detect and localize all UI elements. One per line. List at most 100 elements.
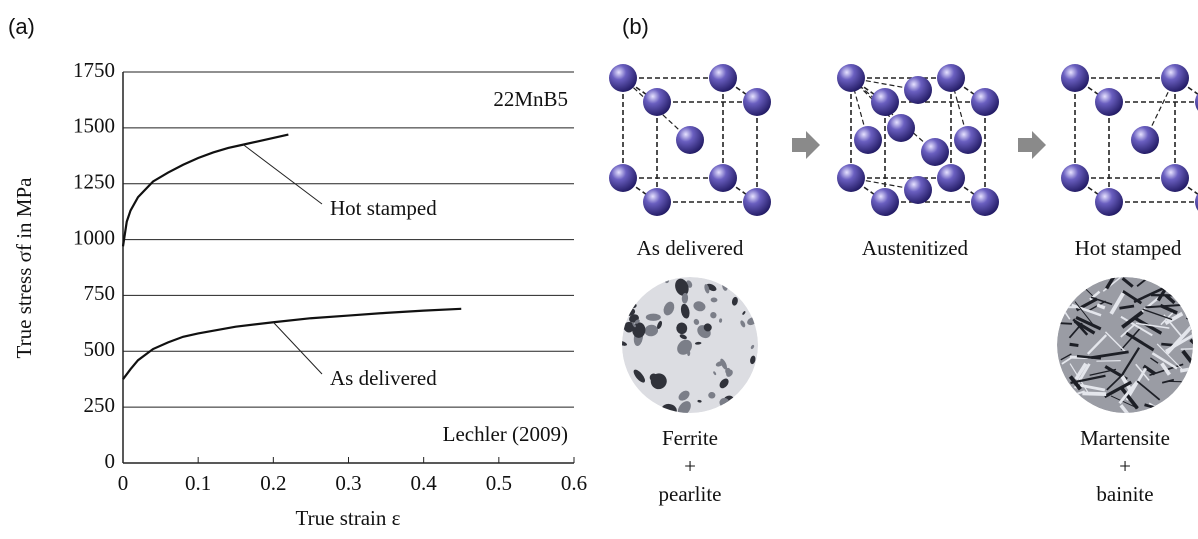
grain — [679, 334, 687, 340]
x-tick-label: 0 — [118, 471, 129, 495]
cell-edge — [850, 77, 936, 153]
grain — [632, 322, 636, 328]
unit-cell — [837, 64, 999, 216]
grain — [710, 297, 718, 303]
lath — [1119, 404, 1141, 413]
atom — [1161, 64, 1189, 92]
grain — [742, 311, 746, 315]
grain — [676, 322, 688, 335]
lath — [1150, 357, 1159, 364]
grain — [739, 288, 750, 294]
micrograph — [1057, 277, 1193, 413]
lath — [1057, 394, 1082, 412]
atom — [954, 126, 982, 154]
lath — [1070, 374, 1106, 385]
lath — [1120, 387, 1139, 410]
atom — [887, 114, 915, 142]
atom — [676, 126, 704, 154]
grain — [631, 283, 636, 290]
grain — [644, 324, 659, 337]
grain — [750, 355, 756, 365]
grain — [719, 378, 729, 389]
lath — [1125, 331, 1155, 352]
line — [122, 307, 462, 380]
atom — [937, 164, 965, 192]
grain — [750, 344, 755, 350]
annotation: Lechler (2009) — [443, 422, 568, 446]
grain — [715, 361, 724, 367]
atom — [609, 164, 637, 192]
lath — [1188, 388, 1193, 400]
grain — [681, 292, 689, 304]
lath — [1074, 362, 1088, 381]
lath — [1119, 304, 1135, 310]
micrograph-label: Martensite — [1080, 426, 1170, 450]
x-tick-label: 0.2 — [260, 471, 286, 495]
lath — [1120, 323, 1136, 338]
y-tick-label: 1500 — [73, 114, 115, 138]
lath — [1120, 328, 1141, 351]
panel-label: (a) — [8, 14, 35, 39]
lath — [1071, 303, 1102, 317]
atom — [1195, 193, 1198, 211]
atom — [1131, 126, 1159, 154]
atom — [1095, 88, 1123, 116]
grain — [710, 312, 717, 319]
stage-label: Austenitized — [862, 236, 969, 260]
lath — [1090, 296, 1113, 306]
lath — [1061, 356, 1072, 365]
lath — [1160, 362, 1171, 376]
atom — [1161, 164, 1189, 192]
grain — [627, 391, 639, 402]
lath — [1181, 406, 1192, 413]
micrograph-label: Ferrite — [662, 426, 718, 450]
lath — [1161, 378, 1175, 384]
lath — [1164, 293, 1176, 305]
atom — [743, 88, 771, 116]
grain — [645, 313, 661, 321]
lath — [1070, 277, 1100, 287]
atom — [871, 88, 899, 116]
lath — [1181, 349, 1193, 372]
grain — [633, 369, 646, 383]
grain — [708, 392, 716, 399]
lath — [1164, 311, 1184, 326]
lath — [1106, 373, 1124, 391]
x-tick-label: 0.3 — [335, 471, 361, 495]
grain — [731, 296, 738, 306]
series-label: As delivered — [330, 366, 437, 390]
lath — [1189, 290, 1193, 302]
atom — [854, 126, 882, 154]
x-tick-label: 0.5 — [486, 471, 512, 495]
x-tick-label: 0.4 — [411, 471, 438, 495]
grain — [623, 321, 635, 333]
lath — [1091, 350, 1129, 359]
atom — [837, 64, 865, 92]
lath — [1151, 352, 1178, 370]
lath — [1118, 380, 1139, 405]
micrograph-label: + — [1119, 454, 1131, 478]
lath — [1189, 338, 1193, 347]
atom — [904, 76, 932, 104]
lath — [1059, 322, 1073, 325]
atom — [709, 164, 737, 192]
lath — [1066, 280, 1076, 293]
lath — [1089, 290, 1101, 301]
lath — [1069, 400, 1099, 413]
grain — [694, 341, 702, 345]
y-tick-label: 0 — [105, 449, 116, 473]
lath — [1180, 348, 1193, 350]
series-label: Hot stamped — [330, 196, 437, 220]
y-tick-label: 1000 — [73, 225, 115, 249]
lath — [1120, 374, 1132, 391]
grain — [622, 375, 629, 385]
lath — [1109, 290, 1126, 315]
arrow — [792, 131, 1046, 159]
lath — [1187, 365, 1193, 387]
lath — [1121, 347, 1141, 376]
lath — [1142, 308, 1173, 321]
atom — [643, 188, 671, 216]
grain — [740, 320, 746, 328]
y-tick-label: 750 — [84, 281, 116, 305]
lath — [1145, 303, 1183, 309]
